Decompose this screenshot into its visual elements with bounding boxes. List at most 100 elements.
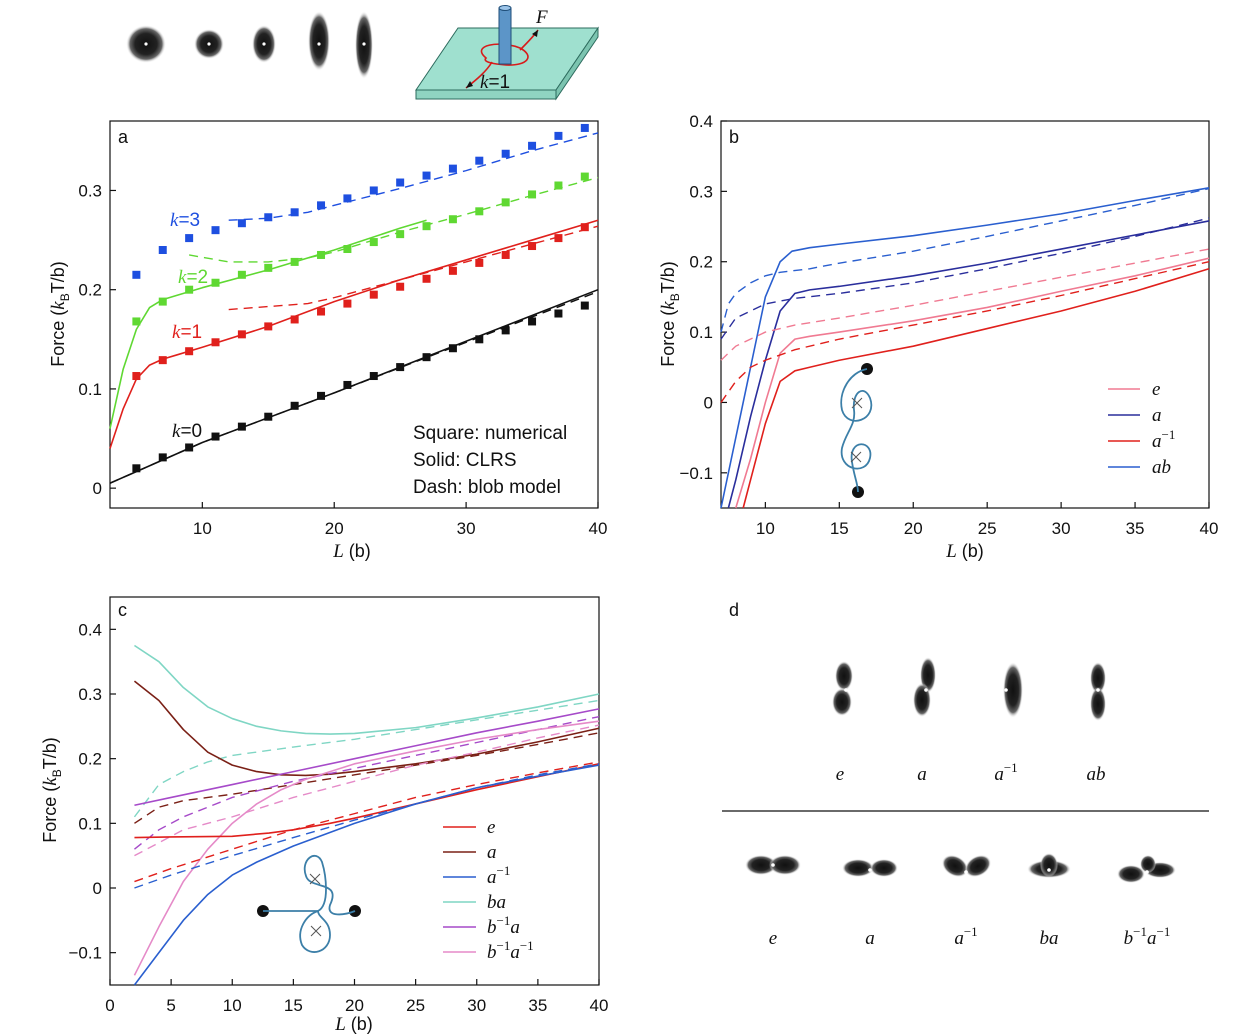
panel-b-xlabel-var: L: [945, 541, 957, 562]
legend-label-sup: −1: [520, 938, 534, 953]
data-point-k-3: [211, 226, 220, 235]
y-tick-label: 0: [704, 393, 713, 412]
data-point-k-0: [448, 344, 457, 353]
annotation-square: Square: numerical: [413, 423, 567, 444]
panel-d-row2-label-var: e: [769, 928, 777, 949]
panel-d-row2-label-sup: −1: [964, 924, 978, 939]
data-point-k-3: [369, 186, 378, 195]
y-tick-label: −0.1: [679, 464, 713, 483]
x-tick-label: 20: [325, 519, 344, 538]
data-point-k-1: [343, 299, 352, 308]
data-point-k-2: [264, 263, 273, 272]
data-point-k-2: [554, 181, 563, 190]
k3-var: k: [170, 210, 179, 231]
panel-d-row1-label: a: [917, 764, 927, 785]
blob-image: [745, 855, 801, 875]
panel-a-ylabel-k: k: [48, 301, 69, 310]
data-point-k-0: [343, 380, 352, 389]
y-tick-label: 0.2: [78, 281, 102, 300]
series-solid-k-0: [109, 288, 599, 484]
panel-d-row2-labels: e a a−1 ba b−1a−1: [769, 924, 1171, 949]
series-label-k2: k=2: [178, 267, 208, 288]
panel-b-plot: [720, 187, 1210, 509]
y-tick-label: 0.2: [78, 750, 102, 769]
series-dash-b-1-a-1: [134, 724, 600, 857]
series-solid-k-2: [109, 219, 427, 429]
panel-a-ylabel-sub: B: [58, 293, 72, 301]
k3-val: =3: [178, 210, 200, 231]
panel-d-row1-label: ab: [1087, 764, 1106, 785]
data-point-k-2: [211, 278, 220, 287]
data-point-k-1: [290, 315, 299, 324]
y-tick-label: 0.1: [689, 323, 713, 342]
x-tick-label: 35: [1126, 519, 1145, 538]
panel-a-frame: [109, 120, 599, 509]
winding-value: =1: [488, 72, 510, 93]
legend-label: e: [487, 817, 495, 838]
k2-var: k: [178, 267, 187, 288]
y-tick-label: 0.4: [689, 112, 713, 131]
pole-plate-diagram: F k=1: [415, 5, 599, 101]
x-tick-label: 10: [193, 519, 212, 538]
panel-a-ylabel: Force (kBT/b): [48, 261, 72, 366]
data-point-k-1: [264, 322, 273, 331]
panel-d-row1-labels: e a a−1 ab: [836, 760, 1106, 785]
panel-c-frame: [109, 596, 600, 986]
panel-b-ylabel-k: k: [658, 301, 679, 310]
data-point-k-2: [290, 257, 299, 266]
panel-a-ylabel-suffix: T/b): [48, 261, 68, 293]
data-point-k-3: [528, 141, 537, 150]
series-solid-e: [134, 763, 600, 839]
data-point-k-2: [185, 285, 194, 294]
panel-d-row2-label-sup: −1: [1157, 924, 1171, 939]
panel-d-row1-label-var: e: [836, 764, 844, 785]
x-tick-label: 40: [589, 519, 608, 538]
data-point-k-2: [369, 238, 378, 247]
y-tick-label: 0.4: [78, 620, 102, 639]
legend-label-var: ba: [487, 892, 506, 913]
knot-diagram-c: [257, 855, 361, 953]
blob-image: [1027, 853, 1071, 878]
data-point-k-2: [237, 270, 246, 279]
k1-val: =1: [180, 322, 202, 343]
panel-d-row2-label: b−1a−1: [1124, 924, 1171, 949]
panel-c-xlabel: L (b): [334, 1014, 373, 1035]
series-dash-e: [720, 248, 1210, 361]
data-point-k-0: [237, 422, 246, 431]
panel-c-label: c: [118, 600, 127, 620]
data-point-k-0: [211, 432, 220, 441]
k0-var: k: [172, 421, 181, 442]
panel-d-row2-images: [745, 853, 1176, 883]
legend-label-var: ab: [1152, 457, 1171, 478]
series-dash-ba: [133, 699, 600, 818]
x-tick-label: 20: [904, 519, 923, 538]
data-point-k-3: [396, 178, 405, 187]
y-tick-label: 0.3: [689, 182, 713, 201]
data-point-k-2: [132, 317, 141, 326]
k0-val: =0: [180, 421, 202, 442]
x-tick-label: 25: [406, 996, 425, 1015]
data-point-k-1: [528, 242, 537, 251]
panel-c-ylabel: Force (kBT/b): [40, 737, 64, 842]
data-point-k-1: [211, 338, 220, 347]
panel-d-row1-label-var: a: [994, 764, 1004, 785]
panel-b-ylabel: Force (kBT/b): [658, 261, 682, 366]
data-point-k-1: [158, 356, 167, 365]
data-point-k-2: [528, 190, 537, 199]
series-label-k0: k=0: [172, 421, 202, 442]
blob-image: [941, 854, 992, 878]
panel-c: c 0 5 10 15 20 25 30 35 40 −0.1 0 0.1 0.2 0.3 0.4 L (b…: [40, 596, 608, 1035]
data-point-k-1: [237, 330, 246, 339]
blob-image: [355, 11, 373, 79]
series-solid-a-1: [742, 267, 1210, 509]
panel-b-ylabel-prefix: Force (: [658, 310, 678, 367]
blob-image: [308, 11, 330, 71]
panel-b-legend: eaa−1ab: [1108, 379, 1175, 478]
x-tick-label: 15: [284, 996, 303, 1015]
panel-d-label: d: [729, 600, 739, 620]
series-dash-k-3: [228, 132, 599, 221]
y-tick-label: 0.1: [78, 380, 102, 399]
annotation-solid: Solid: CLRS: [413, 450, 517, 471]
legend-label-var: e: [487, 817, 495, 838]
